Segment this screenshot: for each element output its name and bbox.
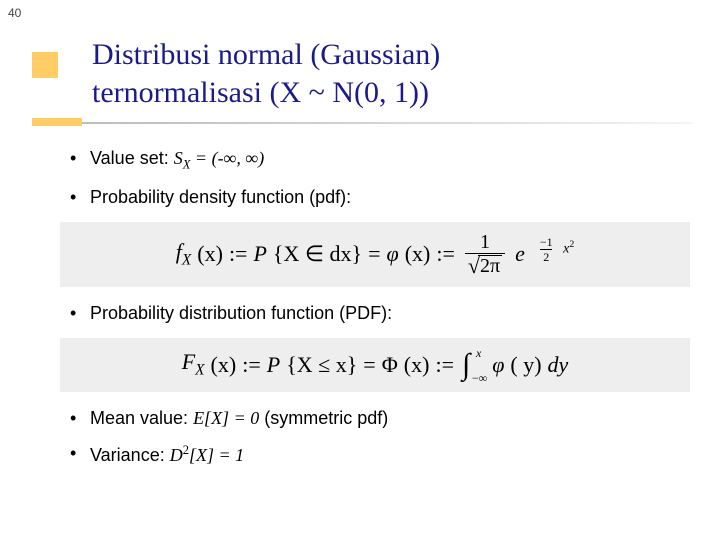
pdf-e: e (515, 241, 525, 267)
pdf-exp-pow: 2 (569, 239, 574, 250)
b5-D: D (170, 445, 183, 465)
bullet-variance: Variance: D2[X] = 1 (60, 443, 690, 466)
cdf-eq1: = (363, 352, 375, 378)
cdf-coloneq1: := (242, 352, 261, 378)
cdf-coloneq2: := (435, 352, 454, 378)
accent-bar (32, 118, 82, 126)
title-line2: ternormalisasi (X ~ N(0, 1)) (92, 76, 429, 109)
b4-prefix: Mean value: (90, 408, 193, 428)
pdf-f-arg: (x) (197, 241, 223, 267)
cdf-formula: FX (x) := P{X ≤ x} = Φ(x) := ∫ −∞ x φ( y… (60, 338, 690, 392)
cdf-phiarg2: ( y) (510, 352, 541, 378)
pdf-P: P (253, 241, 266, 267)
exp-minus: − (540, 235, 547, 249)
pdf-exponent: −1 2 x2 (533, 236, 574, 263)
pdf-Pbody: {X ∈ dx} (273, 241, 362, 267)
cdf-Phiarg: (x) (404, 352, 430, 378)
bullet-list-3: Mean value: E[X] = 0 (symmetric pdf) Var… (60, 408, 690, 466)
page-number: 40 (8, 6, 21, 20)
pdf-coloneq1: := (229, 241, 248, 267)
pdf-frac: 1 √ 2π (465, 232, 505, 277)
b1-prefix: Value set: (90, 148, 174, 168)
integral-symbol: ∫ −∞ x (462, 348, 470, 382)
title-block: Distribusi normal (Gaussian) ternormalis… (32, 36, 700, 111)
cdf-F-arg: (x) (211, 352, 237, 378)
cdf-F-sym: F (182, 349, 195, 374)
pdf-phi: φ (387, 241, 399, 267)
bullet-pdf-label: Probability density function (pdf): (60, 187, 690, 208)
cdf-F-sub: X (195, 362, 204, 379)
pdf-coloneq2: := (436, 241, 455, 267)
b4-math: E[X] = 0 (193, 408, 259, 428)
cdf-dy: dy (548, 352, 569, 378)
bullet-cdf-label: Probability distribution function (PDF): (60, 303, 690, 324)
cdf-F: FX (182, 349, 205, 379)
pdf-exp-den: 2 (540, 249, 552, 263)
sqrt-arg: 2π (478, 255, 502, 276)
pdf-exp-num: −1 (537, 236, 556, 249)
title-underline (32, 122, 692, 124)
pdf-formula: fX (x) := P{X ∈ dx} = φ(x) := 1 √ 2π e −… (60, 222, 690, 287)
b4-note: (symmetric pdf) (259, 408, 388, 428)
pdf-sqrt: √ 2π (468, 255, 502, 277)
cdf-Pbody: {X ≤ x} (286, 352, 357, 378)
cdf-Phi: Φ (382, 352, 398, 378)
b5-prefix: Variance: (90, 445, 170, 465)
cdf-P: P (267, 352, 280, 378)
pdf-exp-frac: −1 2 (537, 236, 556, 263)
pdf-phiarg: (x) (405, 241, 431, 267)
cdf-phi: φ (492, 352, 504, 378)
int-ub: x (476, 346, 481, 361)
title-line1: Distribusi normal (Gaussian) (92, 38, 440, 71)
slide-title: Distribusi normal (Gaussian) ternormalis… (92, 36, 700, 111)
b1-eq: = (-∞, ∞) (190, 148, 264, 168)
bullet-value-set: Value set: SX = (-∞, ∞) (60, 148, 690, 173)
bullet-mean: Mean value: E[X] = 0 (symmetric pdf) (60, 408, 690, 429)
pdf-f-sub: X (182, 251, 191, 268)
exp-one: 1 (547, 235, 553, 249)
b5-rest: [X] = 1 (189, 445, 244, 465)
bullet-list-2: Probability distribution function (PDF): (60, 303, 690, 324)
b1-S: S (174, 148, 183, 168)
pdf-eq1: = (368, 241, 380, 267)
pdf-frac-den: √ 2π (465, 253, 505, 277)
accent-square (32, 52, 58, 78)
b2-text: Probability density function (pdf): (90, 187, 351, 207)
bullet-list: Value set: SX = (-∞, ∞) Probability dens… (60, 148, 690, 208)
b3-text: Probability distribution function (PDF): (90, 303, 392, 323)
content-area: Value set: SX = (-∞, ∞) Probability dens… (60, 148, 690, 480)
pdf-f: fX (176, 239, 192, 269)
pdf-frac-num: 1 (477, 232, 493, 253)
int-lb: −∞ (472, 371, 487, 386)
